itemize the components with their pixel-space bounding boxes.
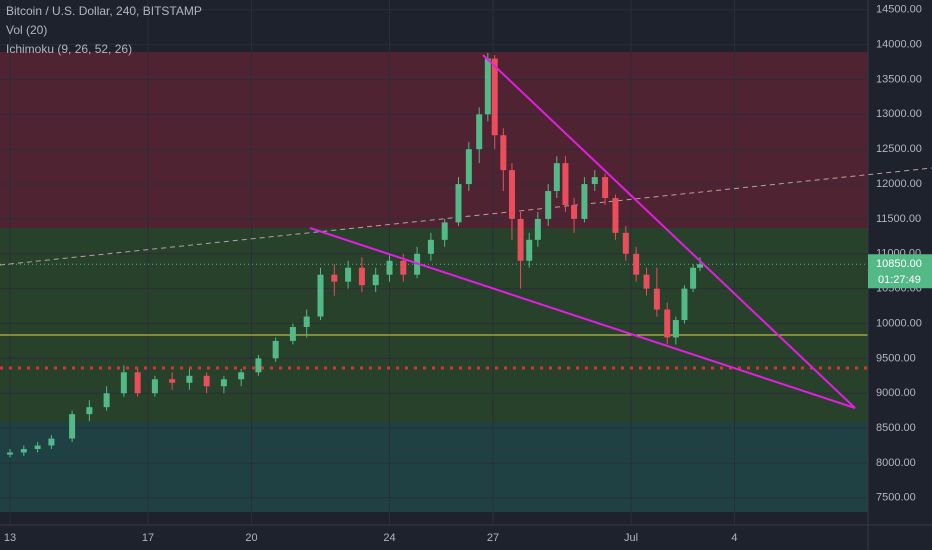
candle-body	[69, 414, 76, 439]
candle-body	[358, 267, 365, 286]
candle-body	[612, 198, 619, 233]
candle-body	[696, 264, 703, 268]
candle-body	[400, 260, 407, 275]
candle-body	[455, 184, 462, 223]
candle-body	[86, 407, 93, 415]
candle-body	[48, 438, 55, 446]
candle-body	[633, 253, 640, 275]
candle-body	[34, 445, 41, 450]
candle-body	[465, 149, 472, 185]
candle-body	[571, 204, 578, 219]
candle-body	[303, 316, 310, 327]
x-tick-label: 27	[487, 532, 499, 544]
candle-body	[491, 58, 498, 136]
candle-body	[289, 326, 296, 341]
candle-body	[345, 267, 352, 282]
x-tick-label: Jul	[624, 532, 638, 544]
green-zone	[0, 228, 868, 422]
y-tick-label: 12000.00	[876, 178, 922, 190]
triangle-upper	[482, 54, 856, 409]
red-zone	[0, 52, 868, 228]
candle-body	[545, 191, 552, 219]
y-tick-label: 11000.00	[876, 248, 921, 260]
candle-body	[664, 309, 671, 338]
x-tick-label: 13	[4, 532, 16, 544]
candle-body	[500, 135, 507, 171]
x-tick-label: 4	[731, 532, 737, 544]
x-tick-label: 24	[383, 532, 395, 544]
candle-body	[526, 239, 533, 261]
candle-body	[20, 449, 27, 453]
candle-body	[622, 232, 629, 254]
y-tick-label: 8500.00	[876, 422, 916, 434]
candles	[7, 52, 703, 458]
chart-title: Bitcoin / U.S. Dollar, 240, BITSTAMP	[6, 4, 202, 18]
y-tick-label: 13500.00	[876, 73, 922, 85]
indicator-label: Vol (20)	[6, 23, 47, 37]
candle-body	[272, 340, 279, 359]
teal-zone	[0, 422, 868, 512]
last-price-label: 10850.00	[876, 258, 922, 270]
candle-body	[238, 372, 245, 380]
candle-body	[653, 288, 660, 310]
candle-body	[103, 393, 110, 408]
axis-labels: 7500.00 8000.00 8500.00 9000.00 9500.00 10000…	[4, 4, 932, 544]
candle-body	[7, 452, 14, 455]
y-tick-label: 14000.00	[876, 39, 922, 51]
candle-body	[120, 372, 127, 394]
triangle-lower	[309, 227, 856, 409]
candle-body	[643, 274, 650, 289]
candle-body	[553, 163, 560, 192]
trend-dashed	[0, 167, 932, 266]
candle-body	[386, 260, 393, 275]
candle-body	[690, 267, 697, 289]
indicator-label: Ichimoku (9, 26, 52, 26)	[6, 42, 132, 56]
candle-body	[562, 163, 569, 205]
candle-body	[517, 218, 524, 261]
candle-body	[151, 379, 158, 394]
last-price-badge	[868, 254, 932, 289]
candle-body	[602, 177, 609, 199]
candle-body	[508, 170, 515, 219]
y-tick-label: 8000.00	[876, 457, 916, 469]
candle-body	[681, 288, 688, 321]
y-tick-label: 10000.00	[876, 317, 922, 329]
candle-body	[169, 379, 176, 383]
candle-body	[591, 177, 598, 185]
x-tick-label: 17	[142, 532, 154, 544]
candle-body	[441, 222, 448, 240]
candle-body	[331, 274, 338, 282]
candle-body	[581, 184, 588, 219]
candle-body	[203, 375, 210, 387]
candle-body	[672, 320, 679, 338]
candle-body	[220, 379, 227, 387]
x-tick-label: 20	[245, 532, 257, 544]
y-tick-label: 13000.00	[876, 108, 922, 120]
y-tick-label: 11500.00	[876, 213, 921, 225]
candle-body	[484, 58, 491, 115]
candle-body	[317, 274, 324, 317]
y-tick-label: 12500.00	[876, 143, 922, 155]
candle-body	[427, 239, 434, 254]
y-tick-label: 7500.00	[876, 492, 916, 504]
y-tick-label: 9500.00	[876, 352, 916, 364]
candle-body	[186, 375, 193, 383]
y-tick-label: 14500.00	[876, 4, 922, 16]
candle-body	[476, 114, 483, 150]
candle-body	[134, 372, 141, 394]
countdown: 01:27:49	[878, 274, 921, 286]
candle-body	[534, 218, 541, 240]
y-tick-label: 9000.00	[876, 387, 916, 399]
candle-body	[372, 274, 379, 286]
candle-body	[255, 358, 262, 373]
